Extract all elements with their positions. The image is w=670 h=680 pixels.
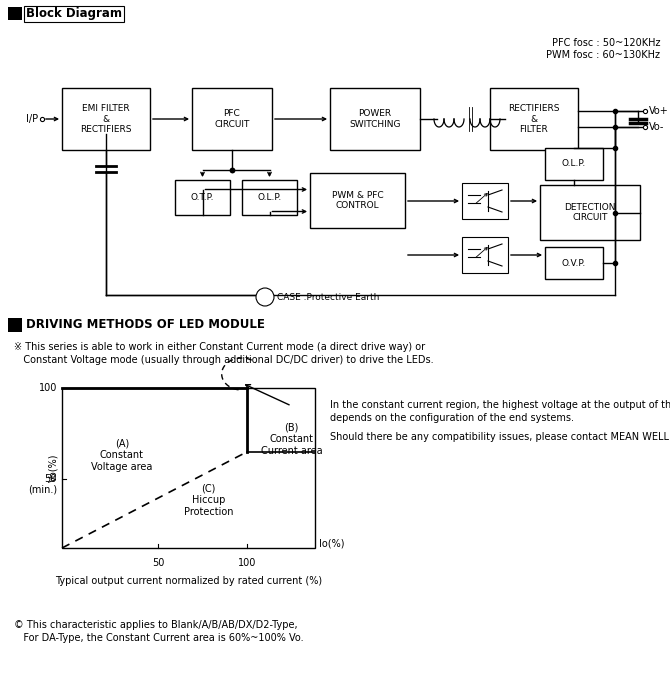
- Bar: [8, 7, 22, 20]
- Circle shape: [256, 288, 274, 306]
- Text: DETECTION
CIRCUIT: DETECTION CIRCUIT: [564, 203, 616, 222]
- Text: O.T.P.: O.T.P.: [191, 193, 214, 202]
- Text: 100: 100: [237, 558, 256, 568]
- Text: (A)
Constant
Voltage area: (A) Constant Voltage area: [91, 439, 153, 472]
- Bar: [175, 180, 230, 215]
- Text: PFC fosc : 50~120KHz: PFC fosc : 50~120KHz: [551, 38, 660, 48]
- Bar: [62, 388, 315, 548]
- Text: (C)
Hiccup
Protection: (C) Hiccup Protection: [184, 483, 233, 517]
- Bar: [62, 88, 150, 150]
- Bar: [192, 88, 272, 150]
- Text: PFC
CIRCUIT: PFC CIRCUIT: [214, 109, 250, 129]
- Text: O.L.P.: O.L.P.: [562, 160, 586, 169]
- Text: POWER
SWITCHING: POWER SWITCHING: [349, 109, 401, 129]
- Text: PWM fosc : 60~130KHz: PWM fosc : 60~130KHz: [546, 50, 660, 60]
- Bar: [545, 148, 603, 180]
- Text: 100: 100: [39, 383, 57, 393]
- Text: (B)
Constant
Current area: (B) Constant Current area: [261, 422, 322, 456]
- Text: RECTIFIERS
&
FILTER: RECTIFIERS & FILTER: [509, 104, 559, 134]
- Text: © This characteristic applies to Blank/A/B/AB/DX/D2-Type,: © This characteristic applies to Blank/A…: [14, 620, 297, 630]
- Text: 50: 50: [152, 558, 164, 568]
- Bar: [330, 88, 420, 150]
- Text: EMI FILTER
&
RECTIFIERS: EMI FILTER & RECTIFIERS: [80, 104, 132, 134]
- Bar: [8, 318, 22, 332]
- Text: DRIVING METHODS OF LED MODULE: DRIVING METHODS OF LED MODULE: [26, 318, 265, 332]
- Text: Block Diagram: Block Diagram: [26, 7, 122, 20]
- Text: I/P: I/P: [26, 114, 38, 124]
- Bar: [242, 180, 297, 215]
- Text: For DA-Type, the Constant Current area is 60%~100% Vo.: For DA-Type, the Constant Current area i…: [14, 633, 304, 643]
- Bar: [490, 88, 578, 150]
- Bar: [545, 247, 603, 279]
- Text: Io(%): Io(%): [319, 538, 344, 548]
- Text: O.L.P.: O.L.P.: [257, 193, 281, 202]
- Text: 50: 50: [45, 474, 57, 484]
- Text: Typical output current normalized by rated current (%): Typical output current normalized by rat…: [55, 576, 322, 586]
- Text: Constant Voltage mode (usually through additional DC/DC driver) to drive the LED: Constant Voltage mode (usually through a…: [14, 355, 433, 365]
- Text: ※ This series is able to work in either Constant Current mode (a direct drive wa: ※ This series is able to work in either …: [14, 342, 425, 352]
- Text: O.V.P.: O.V.P.: [562, 258, 586, 267]
- Bar: [462, 183, 508, 219]
- Text: Vo+: Vo+: [649, 106, 669, 116]
- Bar: [462, 237, 508, 273]
- Text: CASE :Protective Earth: CASE :Protective Earth: [277, 292, 379, 301]
- Text: (min.): (min.): [28, 484, 57, 494]
- Text: depends on the configuration of the end systems.: depends on the configuration of the end …: [330, 413, 574, 423]
- Text: PWM & PFC
CONTROL: PWM & PFC CONTROL: [332, 191, 383, 210]
- Bar: [540, 185, 640, 240]
- Bar: [310, 173, 405, 228]
- Text: Vo(%): Vo(%): [48, 454, 58, 482]
- Text: Should there be any compatibility issues, please contact MEAN WELL.: Should there be any compatibility issues…: [330, 432, 670, 442]
- Text: Vo-: Vo-: [649, 122, 665, 132]
- Text: In the constant current region, the highest voltage at the output of the driver: In the constant current region, the high…: [330, 400, 670, 410]
